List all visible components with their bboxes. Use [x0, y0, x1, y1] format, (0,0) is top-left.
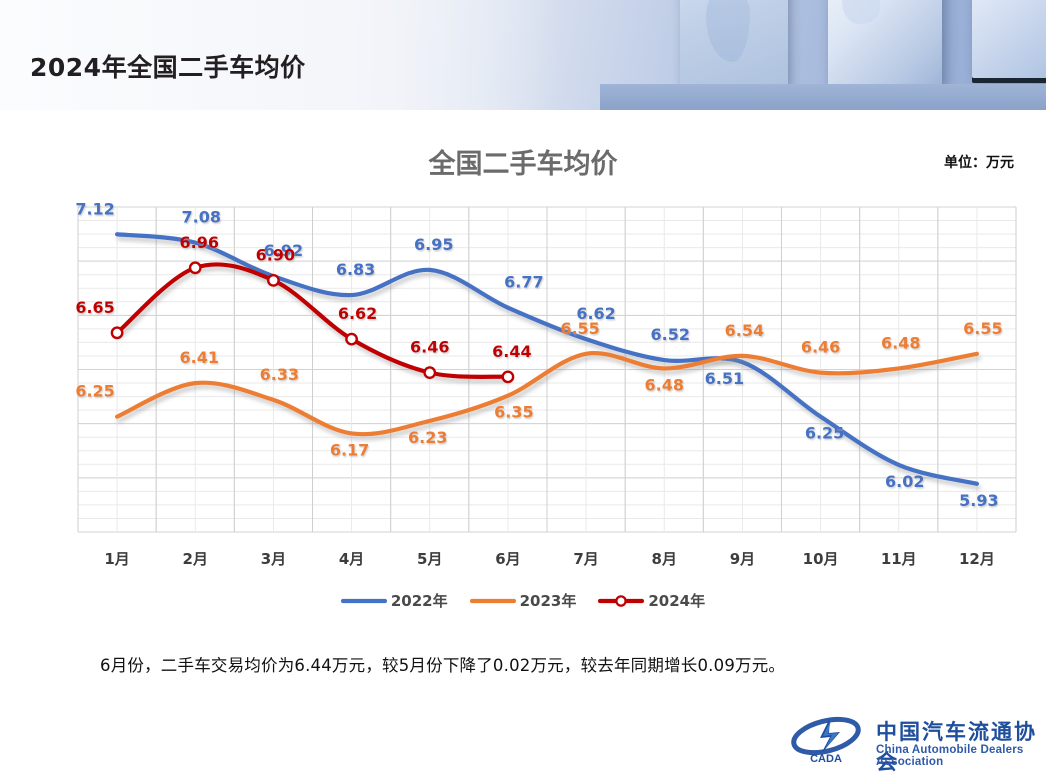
chart-title: 全国二手车均价: [428, 149, 618, 180]
data-label: 6.62: [338, 304, 377, 323]
series-marker-2024年: [188, 261, 202, 275]
x-axis-tick-9: 9月: [729, 550, 756, 568]
legend-label: 2022年: [390, 592, 448, 610]
banner-decoration-cube-center: [828, 0, 942, 86]
data-label: 6.33: [260, 365, 299, 384]
data-label: 6.95: [414, 235, 453, 254]
data-label: 6.77: [504, 273, 543, 292]
x-axis-tick-6: 6月: [495, 550, 521, 568]
data-label: 6.41: [180, 348, 219, 367]
data-label: 6.55: [560, 319, 599, 338]
chart-series-layer: [110, 232, 980, 486]
logo-name-en: China Automobile Dealers Association: [876, 744, 1024, 768]
series-marker-2024年: [110, 326, 124, 340]
x-axis-tick-5: 5月: [417, 550, 443, 568]
data-label: 7.08: [182, 208, 221, 227]
data-label: 6.44: [492, 342, 531, 361]
data-label: 6.48: [881, 333, 920, 352]
data-label: 6.62: [576, 304, 615, 323]
data-label: 5.93: [959, 491, 998, 510]
data-label: 6.92: [264, 241, 303, 260]
banner-glow: [0, 0, 560, 110]
legend-label: 2023年: [519, 592, 577, 610]
data-label: 6.90: [256, 245, 295, 264]
data-label: 6.51: [705, 369, 744, 388]
organization-logo: CADA 中国汽车流通协会 China Automobile Dealers A…: [790, 712, 1040, 774]
data-label: 6.17: [330, 440, 369, 459]
data-label: 6.46: [410, 338, 449, 357]
x-axis-tick-1: 1月: [104, 550, 130, 568]
legend-item-2022年[interactable]: 2022年: [340, 590, 448, 611]
series-marker-2024年: [423, 366, 437, 380]
data-label: 6.25: [805, 424, 844, 443]
logo-mark-text: CADA: [810, 753, 842, 764]
series-marker-2024年: [501, 370, 515, 384]
data-label: 6.83: [336, 260, 375, 279]
cada-emblem-icon: CADA: [791, 716, 861, 764]
data-label: 6.54: [725, 321, 764, 340]
data-label: 6.46: [801, 338, 840, 357]
logo-name-cn: 中国汽车流通协会: [876, 720, 1037, 774]
page-title: 2024年全国二手车均价: [30, 53, 306, 82]
series-marker-2024年: [267, 273, 280, 287]
data-label: 6.65: [75, 298, 114, 317]
data-label: 6.35: [494, 403, 533, 422]
x-axis-tick-7: 7月: [573, 550, 599, 568]
page-header-banner: 2024年全国二手车均价: [0, 0, 1046, 110]
chart-unit-label: 单位：万元: [944, 155, 1014, 171]
legend-swatch-2023年: [469, 598, 516, 603]
data-label: 6.02: [885, 472, 924, 491]
x-axis-tick-11: 11月: [880, 550, 917, 568]
legend-swatch-2022年: [340, 598, 387, 603]
x-axis-tick-8: 8月: [651, 550, 677, 568]
data-label: 6.23: [408, 428, 447, 447]
legend-label: 2024年: [648, 592, 706, 610]
data-label: 6.25: [75, 382, 114, 401]
legend-item-2023年[interactable]: 2023年: [469, 590, 577, 611]
data-label: 7.12: [75, 199, 114, 218]
legend-item-2024年[interactable]: 2024年: [598, 590, 705, 611]
chart-legend: 2022年 2023年 2024年: [0, 590, 1046, 611]
series-line-2023年: [114, 350, 980, 437]
chart-data-labels: 7.12 7.08 6.92 6.83 6.95 6.77 6.62 6.52 6.51 6.25…: [75, 199, 1002, 510]
x-axis-tick-12: 12月: [958, 550, 995, 568]
x-axis-tick-4: 4月: [338, 550, 365, 568]
x-axis-tick-2: 2月: [182, 550, 208, 568]
x-axis-tick-10: 10月: [802, 550, 839, 568]
series-marker-2024年: [345, 332, 358, 346]
x-axis-labels: 1月 2月 3月 4月 5月 6月 7月 8月 9月 10月 11月 12月: [0, 548, 1046, 572]
banner-decoration-cube-left: [680, 0, 788, 86]
chart-caption: 6月份，二手车交易均价为6.44万元，较5月份下降了0.02万元，较去年同期增长…: [100, 656, 786, 675]
chart-gridlines: [77, 206, 1017, 533]
x-axis-tick-3: 3月: [260, 550, 287, 568]
data-label: 6.52: [651, 325, 690, 344]
legend-swatch-2024年: [598, 594, 645, 607]
data-label: 6.55: [963, 319, 1002, 338]
data-label: 6.48: [645, 375, 684, 394]
line-chart: 7.12 7.08 6.92 6.83 6.95 6.77 6.62 6.52 6.51 6.25…: [75, 199, 1017, 533]
banner-floor-shade: [600, 84, 1046, 110]
banner-decoration-cube-right: [972, 0, 1046, 78]
data-label: 6.96: [180, 233, 219, 252]
